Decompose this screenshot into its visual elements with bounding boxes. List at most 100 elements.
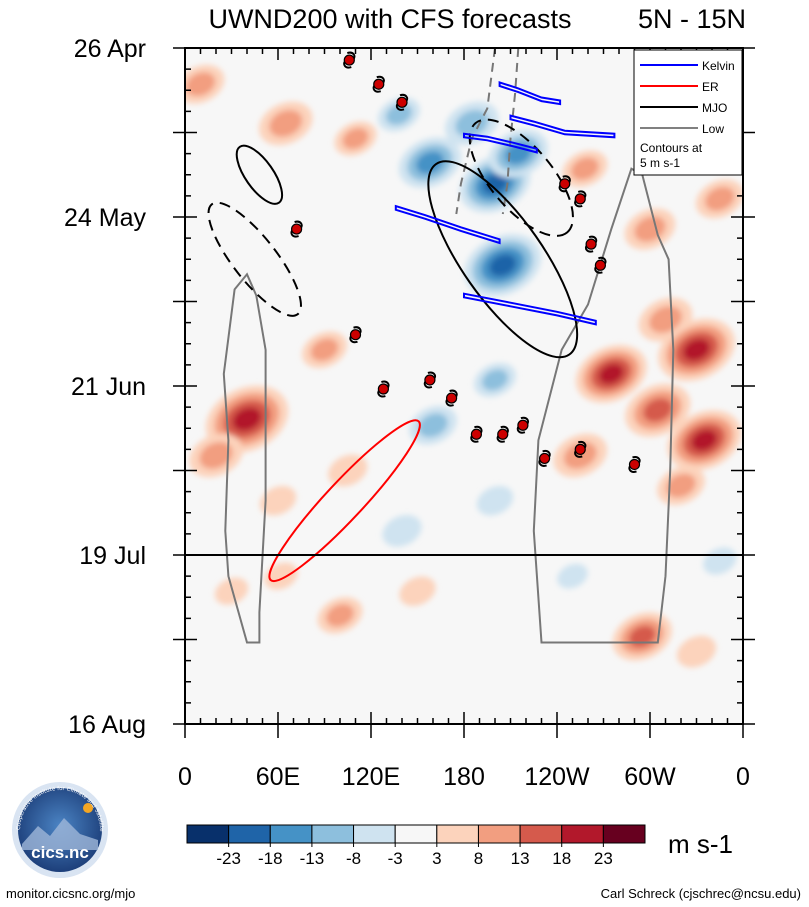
colorbar-swatch-6 xyxy=(436,824,479,844)
anomaly-blob-11-level-0 xyxy=(382,514,422,547)
y-tick-label-3: 19 Jul xyxy=(79,542,146,570)
kelvin-wave-2 xyxy=(463,132,538,154)
legend-note-line2: 5 m s-1 xyxy=(640,156,680,170)
er-wave xyxy=(268,419,421,583)
tropical-cyclone-11 xyxy=(423,371,437,389)
tropical-cyclone-7-core xyxy=(585,238,597,250)
tropical-cyclone-12 xyxy=(445,389,458,407)
tropical-cyclone-9 xyxy=(349,326,362,344)
kelvin-contours xyxy=(394,81,616,326)
anomaly-blob-33-level-0 xyxy=(557,563,588,589)
anomaly-blob-10-level-1 xyxy=(418,413,448,438)
tropical-cyclone-4-core xyxy=(291,223,303,235)
y-tick-label-1: 24 May xyxy=(64,204,146,232)
tropical-cyclone-2-core xyxy=(396,96,408,108)
colorbar: -23 -18 -13 -8 -3 3 8 13 18 23 xyxy=(186,824,646,868)
tropical-cyclone-15 xyxy=(516,416,530,434)
anomaly-blob-9-level-1 xyxy=(482,369,508,391)
chart-title: UWND200 with CFS forecasts xyxy=(208,4,571,34)
tropical-cyclone-14-core xyxy=(497,428,509,440)
colorbar-swatch-8 xyxy=(519,824,563,844)
legend-box: Kelvin ER MJO Low Contours at 5 m s-1 xyxy=(633,49,743,176)
legend-label-mjo: MJO xyxy=(702,101,727,115)
tropical-cyclone-4 xyxy=(290,220,303,238)
tropical-cyclone-8-core xyxy=(594,259,607,271)
mjo-event-2 xyxy=(468,118,574,237)
anomaly-blob-7-level-3 xyxy=(489,254,517,277)
tropical-cyclone-17-core xyxy=(574,443,586,455)
footer-credit: Carl Schreck (cjschrec@ncsu.edu) xyxy=(600,886,801,901)
x-tick-label-5: 60W xyxy=(624,763,676,791)
tropical-cyclone-15-core xyxy=(517,419,529,431)
anomaly-blob-18-level-3 xyxy=(598,363,624,384)
mjo-event-3 xyxy=(427,160,579,359)
tropical-cyclone-1 xyxy=(372,75,385,93)
low-frequency-contours xyxy=(222,48,675,644)
colorbar-swatch-0 xyxy=(186,824,230,844)
anomaly-blob-17-level-3 xyxy=(683,338,710,361)
tropical-cyclone-18-core xyxy=(628,458,641,471)
x-tick-label-0: 0 xyxy=(178,763,192,791)
anomaly-blob-2-level-1 xyxy=(342,128,369,150)
mjo-event-1 xyxy=(207,201,302,317)
tropical-cyclone-0-core xyxy=(343,54,355,66)
anomaly-blob-20-level-3 xyxy=(691,429,718,451)
mjo-contours xyxy=(207,118,579,359)
low-contour-dashed-1 xyxy=(501,48,520,215)
y-tick-label-4: 16 Aug xyxy=(68,711,146,739)
tropical-cyclone-11-core xyxy=(424,374,436,386)
anomaly-blob-28-level-0 xyxy=(264,562,298,590)
tropical-cyclone-1-core xyxy=(373,78,385,90)
anomaly-blob-24-level-1 xyxy=(199,441,233,469)
tropical-cyclone-10-core xyxy=(377,383,389,395)
anomaly-blob-32-level-0 xyxy=(676,635,717,668)
legend-note-line1: Contours at xyxy=(640,141,703,155)
anomaly-blob-15-level-1 xyxy=(705,186,735,211)
tropical-cyclone-17 xyxy=(574,440,587,458)
x-tick-label-3: 180 xyxy=(443,763,485,791)
tropical-cyclone-markers xyxy=(290,51,654,473)
colorbar-tick-label-0: -23 xyxy=(216,849,241,868)
colorbar-swatch-7 xyxy=(477,824,521,844)
tropical-cyclone-14 xyxy=(496,425,509,443)
anomaly-blob-30-level-0 xyxy=(399,576,436,606)
anomaly-blob-22-level-1 xyxy=(666,473,696,498)
tropical-cyclone-0 xyxy=(343,51,356,69)
anomaly-blob-12-level-0 xyxy=(476,485,514,516)
anomaly-blob-23-level-3 xyxy=(232,407,262,431)
colorbar-tick-label-5: 3 xyxy=(432,849,441,868)
tropical-cyclone-8 xyxy=(594,256,607,274)
logo-text: cics.nc xyxy=(31,843,89,862)
tropical-cyclone-16 xyxy=(538,449,551,467)
anomaly-blob-1-level-1 xyxy=(269,110,303,137)
cicsnc-logo: Cooperative Institute for Climate and Sa… xyxy=(8,778,108,878)
tropical-cyclone-2 xyxy=(395,93,409,111)
chart-region: 5N - 15N xyxy=(638,4,746,34)
anomaly-blob-21-level-1 xyxy=(563,441,597,469)
kelvin-wave-4 xyxy=(463,292,597,326)
low-contour-0 xyxy=(222,272,267,644)
mjo-event-0 xyxy=(235,144,284,205)
kelvin-wave-1 xyxy=(509,114,616,139)
x-tick-label-6: 0 xyxy=(736,763,750,791)
legend-background xyxy=(633,49,743,176)
colorbar-swatch-9 xyxy=(561,824,604,844)
er-contours xyxy=(268,419,421,583)
kelvin-wave-0 xyxy=(498,81,562,106)
colorbar-swatch-3 xyxy=(311,824,355,844)
tropical-cyclone-7 xyxy=(584,235,598,253)
colorbar-swatch-1 xyxy=(228,824,271,844)
tropical-cyclone-10 xyxy=(377,380,390,398)
anomaly-blob-0-level-1 xyxy=(185,72,216,97)
anomaly-blob-6-level-3 xyxy=(482,173,508,194)
footer-url[interactable]: monitor.cicsnc.org/mjo xyxy=(6,886,136,901)
y-tick-label-0: 26 Apr xyxy=(74,35,146,63)
x-tick-label-1: 60E xyxy=(256,763,300,791)
anomaly-blob-5-level-1 xyxy=(455,110,489,137)
colorbar-tick-label-4: -3 xyxy=(388,849,403,868)
anomaly-blob-29-level-1 xyxy=(326,604,354,627)
tropical-cyclone-13 xyxy=(470,425,483,443)
anomaly-blob-16-level-1 xyxy=(649,306,682,334)
colorbar-tick-label-2: -13 xyxy=(300,849,325,868)
x-tick-label-4: 120W xyxy=(524,763,590,791)
